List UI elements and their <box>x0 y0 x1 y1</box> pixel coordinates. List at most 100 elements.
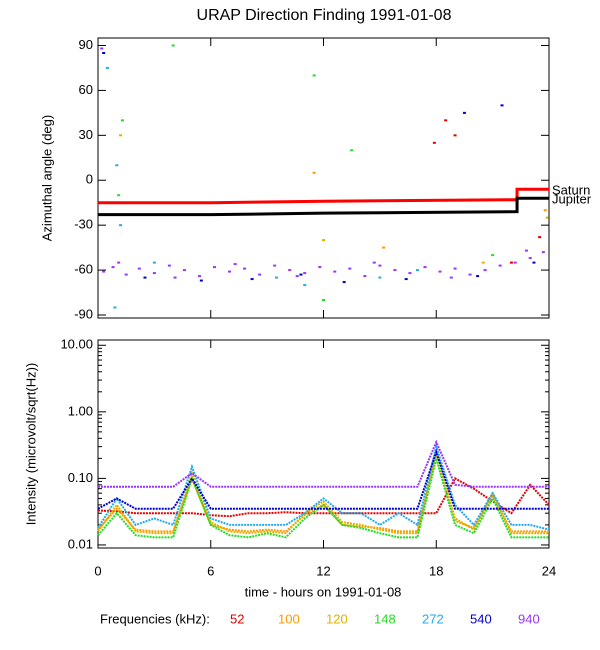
point <box>532 261 536 264</box>
series-line <box>97 451 549 535</box>
point <box>393 269 397 272</box>
point <box>119 224 123 227</box>
y-tick-label: -60 <box>74 262 93 277</box>
legend-title: Frequencies (kHz): <box>100 611 210 626</box>
point <box>322 239 325 242</box>
point <box>152 261 156 264</box>
y-tick-label: 1.00 <box>68 403 93 418</box>
point <box>100 47 104 50</box>
point <box>117 261 121 264</box>
legend-entry: 940 <box>518 611 540 626</box>
x-axis-label: time - hours on 1991-01-08 <box>245 584 402 599</box>
legend-entry: 148 <box>374 611 396 626</box>
planet-line <box>98 187 549 205</box>
point <box>378 276 382 279</box>
point <box>541 251 545 254</box>
point <box>119 134 123 137</box>
point <box>102 270 106 273</box>
point <box>273 264 277 267</box>
series-line <box>97 442 550 531</box>
legend-entry: 100 <box>278 611 300 626</box>
planet-label: Jupiter <box>552 192 592 207</box>
point <box>124 273 128 276</box>
legend-entry: 52 <box>230 611 244 626</box>
point <box>438 270 442 273</box>
point <box>111 266 115 269</box>
plot-frame <box>97 37 550 319</box>
series-line <box>97 448 549 510</box>
point <box>333 270 337 273</box>
point <box>408 272 412 275</box>
point <box>275 276 279 279</box>
point <box>543 209 547 212</box>
series-line <box>97 477 550 518</box>
point <box>453 267 457 270</box>
point <box>102 51 106 54</box>
planet-label: Saturn <box>552 183 590 198</box>
point <box>228 270 232 273</box>
point <box>173 276 177 279</box>
point <box>468 273 472 276</box>
legend-entry: 540 <box>470 611 492 626</box>
y-tick-label: 10.00 <box>60 337 93 352</box>
point <box>348 267 352 270</box>
chart-title: URAP Direction Finding 1991-01-08 <box>197 7 452 24</box>
point <box>303 284 307 287</box>
point <box>509 261 513 264</box>
point <box>432 141 436 144</box>
point <box>372 261 376 264</box>
x-tick-label: 6 <box>207 563 214 578</box>
series-line <box>98 439 549 488</box>
point <box>524 249 528 252</box>
point <box>105 66 109 69</box>
point <box>295 275 299 278</box>
point <box>449 276 453 279</box>
point <box>342 281 346 284</box>
point <box>363 275 367 278</box>
point <box>243 267 247 270</box>
point <box>312 171 316 174</box>
point <box>500 104 504 107</box>
y-tick-label: -30 <box>74 217 93 232</box>
planet-line <box>98 196 549 217</box>
point <box>143 276 147 279</box>
legend-entry: 272 <box>422 611 444 626</box>
point <box>378 264 382 267</box>
point <box>545 216 549 219</box>
point <box>120 119 124 122</box>
point <box>513 261 517 264</box>
y-axis-label: Intensity (microvolt/sqrt(Hz)) <box>23 363 38 526</box>
point <box>453 134 457 137</box>
series-line <box>97 454 549 539</box>
y-tick-label: -90 <box>74 306 93 321</box>
point <box>250 278 254 281</box>
point <box>197 275 201 278</box>
point <box>171 44 175 47</box>
point <box>481 261 485 264</box>
point <box>476 275 480 278</box>
y-tick-label: 0 <box>86 172 93 187</box>
point <box>444 119 448 122</box>
point <box>299 273 303 276</box>
point <box>483 269 487 272</box>
y-tick-label: 60 <box>79 82 93 97</box>
x-tick-label: 0 <box>94 563 101 578</box>
point <box>415 269 419 272</box>
plot-frame <box>97 339 550 549</box>
point <box>233 263 237 266</box>
point <box>113 306 117 309</box>
point <box>288 269 292 272</box>
point <box>137 267 141 270</box>
legend-entry: 120 <box>326 611 348 626</box>
point <box>152 272 156 275</box>
x-tick-label: 24 <box>542 563 556 578</box>
point <box>258 273 262 276</box>
point <box>404 278 408 281</box>
point <box>382 246 386 249</box>
point <box>528 257 532 260</box>
point <box>423 266 427 269</box>
point <box>213 266 217 269</box>
point <box>167 264 171 267</box>
point <box>182 269 186 272</box>
